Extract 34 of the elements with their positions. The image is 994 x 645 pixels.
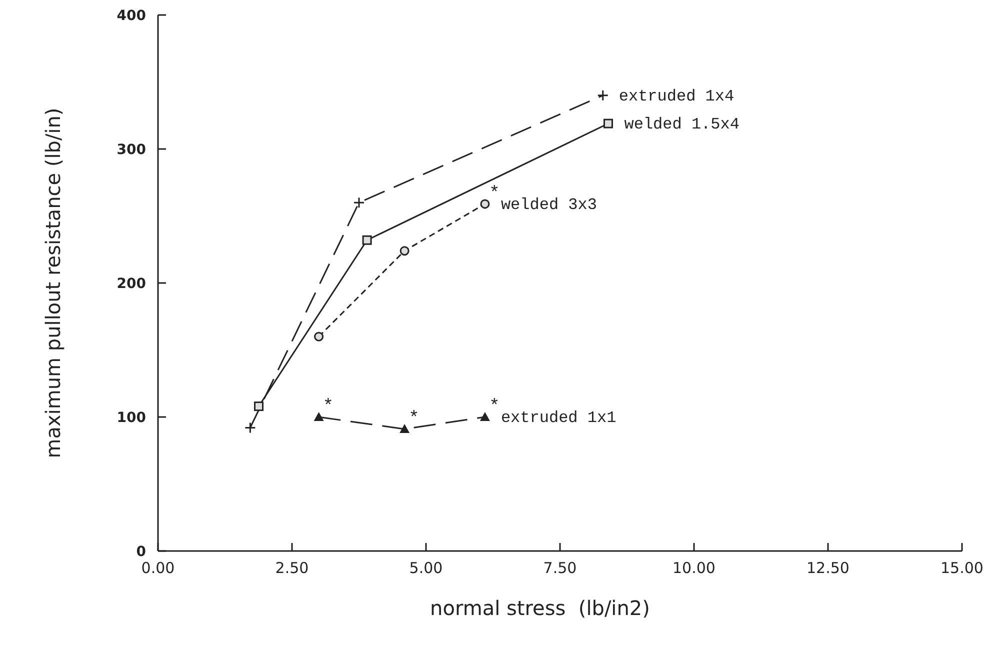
point [244, 422, 256, 434]
point [603, 118, 613, 128]
annotation: * [488, 397, 500, 417]
point [480, 412, 490, 421]
y-tick-label: 100 [116, 410, 146, 426]
point [400, 424, 410, 434]
series-label: welded 3x3 [500, 196, 597, 214]
point [400, 246, 410, 256]
point [480, 199, 490, 209]
annotation: * [408, 409, 420, 430]
series-label: extruded 1x1 [500, 409, 616, 427]
point [314, 412, 324, 421]
point [362, 235, 372, 245]
annotation: * [322, 397, 334, 417]
x-tick-label: 5.00 [409, 559, 443, 577]
series-label: extruded 1x4 [618, 87, 734, 106]
x-tick-label: 10.00 [672, 559, 716, 577]
y-tick-label: 300 [116, 142, 146, 158]
x-tick-label: 12.50 [806, 559, 850, 577]
point [597, 90, 609, 102]
x-tick-label: 0.00 [141, 559, 175, 577]
point [314, 332, 324, 342]
point [353, 196, 365, 208]
y-tick-label: 400 [116, 8, 146, 24]
x-axis-title: normal stress (lb/in2) [430, 596, 650, 620]
series-label: welded 1.5x4 [624, 116, 740, 134]
y-tick-label: 0 [136, 544, 146, 560]
x-tick-label: 2.50 [275, 559, 309, 577]
x-tick-label: 15.00 [940, 559, 984, 577]
y-tick-label: 200 [116, 276, 146, 292]
y-axis-title: maximum pullout resistance (lb/in) [41, 108, 65, 458]
point [254, 402, 264, 412]
annotation: * [488, 184, 500, 204]
x-tick-label: 7.50 [543, 559, 577, 577]
